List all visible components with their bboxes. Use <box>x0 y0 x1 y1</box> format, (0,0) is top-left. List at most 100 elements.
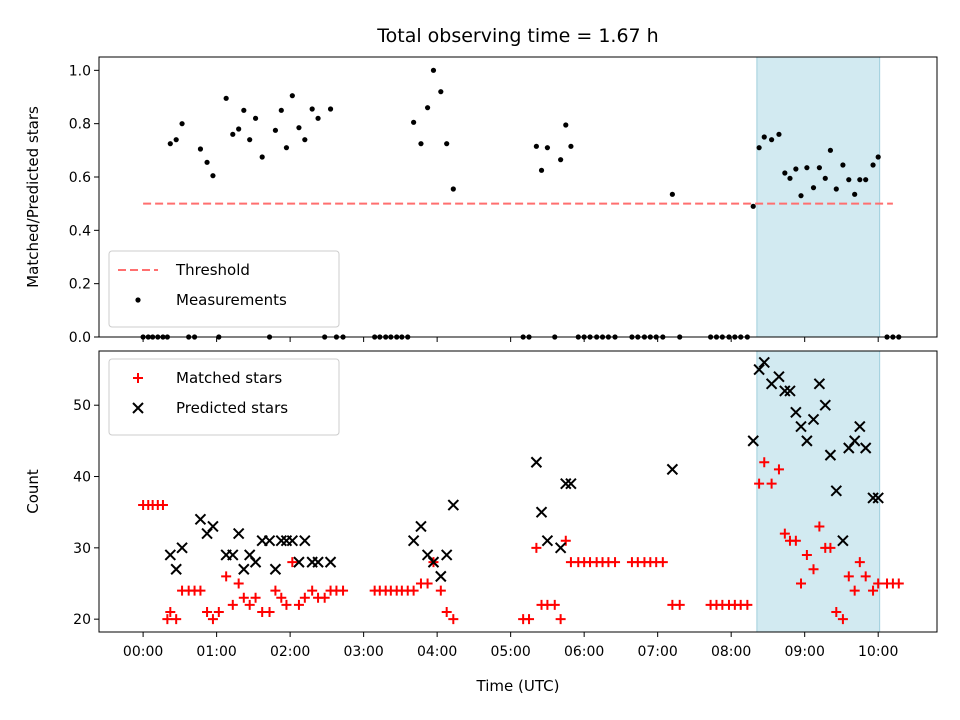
counts-series-0-point-70 <box>657 557 668 568</box>
ratio-series-1-point-16 <box>230 131 236 137</box>
ratio-marks <box>140 67 902 340</box>
count-y-axis-label: Count <box>24 469 42 514</box>
ratio-series-1-point-24 <box>278 107 284 113</box>
ratio-y-tick-label-3: 0.6 <box>69 170 91 186</box>
counts-series-0-point-11 <box>195 585 206 596</box>
counts-series-0-point-82 <box>766 478 777 489</box>
counts-series-0-point-84 <box>779 528 790 539</box>
ratio-series-1-point-19 <box>247 137 253 143</box>
counts-series-1-point-0 <box>164 549 177 561</box>
ratio-series-1-point-97 <box>852 191 858 197</box>
ratio-series-1-point-17 <box>236 126 242 132</box>
ratio-series-1-point-26 <box>289 93 295 99</box>
counts-series-0-point-46 <box>435 585 446 596</box>
ratio-series-1-point-12 <box>204 159 210 165</box>
counts-series-0-point-86 <box>790 535 801 546</box>
ratio-legend-label-1: Measurements <box>176 291 287 309</box>
counts-series-0-point-16 <box>227 599 238 610</box>
ratio-series-1-point-7 <box>173 137 179 143</box>
ratio-series-1-point-29 <box>309 106 315 112</box>
counts-series-1-point-30 <box>530 456 543 468</box>
counts-series-0-point-100 <box>873 578 884 589</box>
ratio-series-1-point-27 <box>296 125 302 131</box>
x-tick-label-2: 02:00 <box>270 644 310 660</box>
ratio-series-1-point-88 <box>798 193 804 199</box>
count-frame <box>98 350 938 633</box>
counts-series-0-point-93 <box>831 607 842 618</box>
counts-series-0-point-47 <box>441 607 452 618</box>
counts-series-1-point-50 <box>824 449 837 461</box>
counts-series-0-point-12 <box>202 607 213 618</box>
count-x-ticks: 00:00 01:00 02:00 03:00 04:00 05:00 06:00 07:00… <box>123 632 898 660</box>
counts-series-1-point-48 <box>813 378 826 390</box>
counts-series-1-point-19 <box>299 535 311 547</box>
ratio-series-1-point-95 <box>840 162 846 168</box>
ratio-y-tick-label-1: 0.2 <box>69 277 91 293</box>
counts-series-0-point-28 <box>299 592 310 603</box>
ratio-series-1-point-44 <box>424 105 431 111</box>
ratio-series-1-point-15 <box>223 95 229 101</box>
ratio-series-1-point-47 <box>444 141 450 147</box>
counts-legend-key-1 <box>132 402 144 414</box>
count-marks <box>138 356 904 625</box>
counts-series-0-point-94 <box>837 614 848 625</box>
counts-series-1-point-22 <box>324 556 337 568</box>
counts-series-0-point-17 <box>233 578 244 589</box>
ratio-series-1-point-92 <box>822 175 828 181</box>
counts-legend-label-1: Predicted stars <box>176 399 288 417</box>
counts-series-0-point-44 <box>422 578 433 589</box>
ratio-series-1-point-51 <box>533 143 539 149</box>
ratio-series-1-point-96 <box>846 177 852 183</box>
counts-series-1-point-1 <box>170 563 182 575</box>
ratio-series-1-point-86 <box>787 175 793 181</box>
ratio-series-1-point-28 <box>302 137 308 143</box>
ratio-y-tick-label-5: 1.0 <box>69 63 91 79</box>
counts-series-0-point-103 <box>893 578 904 589</box>
ratio-series-1-point-83 <box>769 137 775 143</box>
ratio-series-1-point-93 <box>827 147 834 153</box>
counts-series-0-point-26 <box>287 557 298 568</box>
ratio-series-1-point-11 <box>197 146 204 152</box>
counts-series-1-point-18 <box>293 556 305 568</box>
counts-series-0-point-42 <box>408 585 419 596</box>
ratio-series-1-point-87 <box>793 166 799 172</box>
ratio-series-1-point-53 <box>544 145 551 151</box>
counts-series-0-point-25 <box>281 599 292 610</box>
counts-series-0-point-4 <box>157 500 168 511</box>
counts-series-0-point-48 <box>448 614 459 625</box>
ratio-legend-key-1 <box>135 297 141 303</box>
ratio-series-1-point-48 <box>450 186 456 192</box>
ratio-series-1-point-99 <box>863 177 869 183</box>
counts-series-1-point-28 <box>440 549 453 561</box>
counts-series-1-point-54 <box>848 435 861 447</box>
ratio-panel: 0.0 0.2 0.4 0.6 0.8 1.0 Matched/Predicted sta… <box>24 56 938 346</box>
counts-series-1-point-39 <box>758 356 770 369</box>
counts-series-1-point-15 <box>275 535 288 547</box>
ratio-y-tick-label-4: 0.8 <box>69 117 91 133</box>
counts-series-0-point-27 <box>293 599 304 610</box>
counts-series-0-point-56 <box>560 535 571 546</box>
x-tick-label-6: 06:00 <box>564 644 604 660</box>
x-tick-label-5: 05:00 <box>490 644 530 660</box>
counts-series-0-point-72 <box>674 599 685 610</box>
ratio-series-1-point-84 <box>776 131 782 137</box>
counts-series-0-point-6 <box>165 607 176 618</box>
ratio-x-ticks <box>142 337 879 342</box>
counts-series-0-point-81 <box>759 457 770 468</box>
counts-series-1-point-35 <box>565 477 577 490</box>
counts-series-1-point-26 <box>427 556 440 568</box>
ratio-series-1-point-90 <box>810 185 817 191</box>
ratio-series-1-point-57 <box>568 143 574 149</box>
counts-series-1-point-5 <box>207 520 219 533</box>
chart-title: Total observing time = 1.67 h <box>376 25 658 47</box>
ratio-legend-label-0: Threshold <box>175 261 250 279</box>
counts-series-0-point-19 <box>244 599 255 610</box>
counts-series-0-point-31 <box>319 592 330 603</box>
counts-series-1-point-55 <box>854 420 866 433</box>
counts-series-1-point-2 <box>176 542 188 554</box>
ratio-series-1-point-30 <box>315 115 321 121</box>
counts-series-1-point-49 <box>819 399 831 411</box>
counts-series-0-point-5 <box>162 614 173 625</box>
